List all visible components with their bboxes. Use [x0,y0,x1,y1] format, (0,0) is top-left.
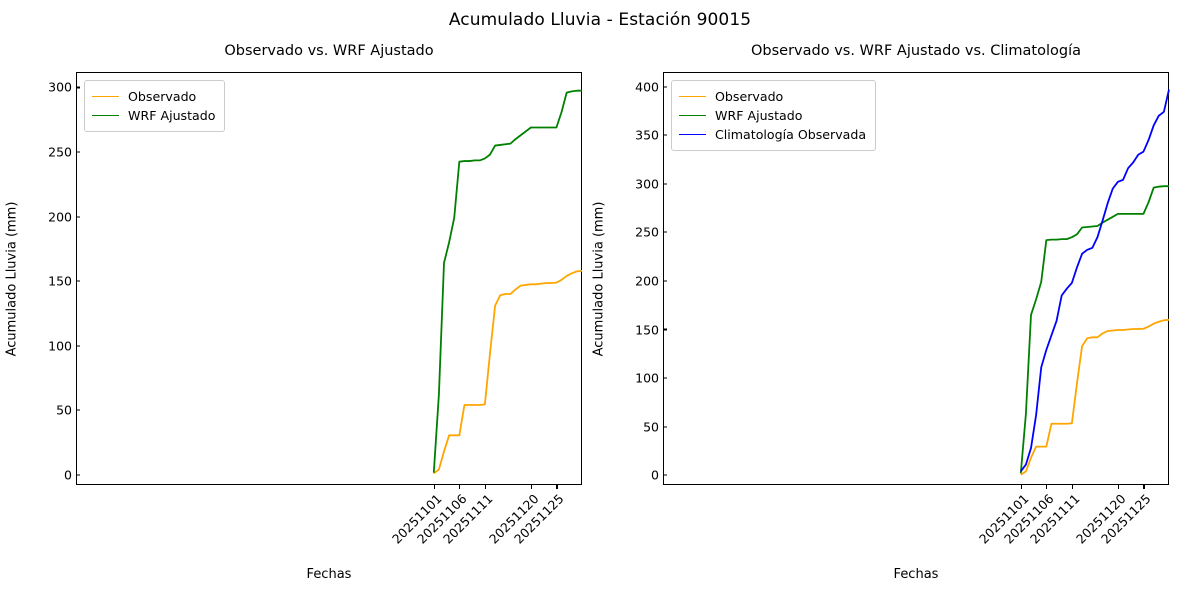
y-tick-mark [663,86,667,88]
y-tick: 50 [643,419,667,435]
y-tick: 150 [635,322,667,338]
y-tick-mark [76,345,80,347]
y-tick-mark [663,134,667,136]
series-line [432,89,582,473]
legend-swatch-icon [679,134,706,135]
series-line [1020,89,1170,472]
y-tick-mark [663,231,667,233]
series-line [433,269,583,475]
y-axis-label-left: Acumulado Lluvia (mm) [4,201,20,356]
legend-label: Climatología Observada [715,127,867,142]
x-axis-label-right: Fechas [893,567,939,582]
x-tick-mark [1071,485,1073,489]
y-tick-label: 150 [635,322,659,338]
y-tick-label: 250 [635,224,659,240]
y-tick-label: 400 [635,79,659,95]
panel-right-title: Observado vs. WRF Ajustado vs. Climatolo… [751,43,1081,59]
y-tick: 150 [48,273,80,289]
y-tick-label: 350 [635,127,659,143]
y-tick: 300 [48,79,80,95]
plot-lines-left [432,89,583,475]
legend-label: Observado [128,89,197,104]
y-tick: 100 [48,338,80,354]
y-tick: 0 [64,467,80,483]
legend-label: Observado [715,89,784,104]
y-tick-mark [663,280,667,282]
series-line [1020,318,1170,476]
y-tick-mark [663,426,667,428]
legend-item[interactable]: WRF Ajustado [679,106,866,125]
legend-swatch-icon [679,115,706,116]
x-tick-mark [1117,485,1119,489]
y-tick-mark [663,328,667,331]
y-tick: 200 [635,273,667,289]
plot-lines-right [1019,89,1170,476]
axes-frame-left [76,72,582,485]
x-tick-mark [1143,485,1145,489]
figure-title: Acumulado Lluvia - Estación 90015 [448,10,752,30]
legend-left: Observado WRF Ajustado [84,80,226,132]
x-tick-mark [530,485,532,489]
x-tick-mark [1046,485,1048,489]
y-tick-mark [76,280,80,282]
y-tick-mark [663,377,667,379]
y-tick-label: 250 [48,144,72,160]
x-tick-mark [484,485,486,489]
y-tick-label: 0 [64,467,72,483]
y-tick: 250 [635,224,667,240]
y-tick-label: 300 [48,79,72,95]
y-tick-label: 200 [48,209,72,225]
y-tick-label: 100 [48,338,72,354]
y-tick-mark [76,86,80,89]
legend-right: Observado WRF Ajustado Climatología Observ… [671,80,877,151]
y-tick-label: 150 [48,273,72,289]
y-axis-label-right: Acumulado Lluvia (mm) [591,201,607,356]
legend-label: WRF Ajustado [715,108,803,123]
y-tick-label: 50 [643,419,659,435]
y-tick-mark [76,216,80,218]
chart-panel-right: Observado vs. WRF Ajustado vs. Climatolo… [592,43,1170,582]
y-tick: 100 [635,370,667,386]
legend-swatch-icon [679,96,706,97]
legend-item[interactable]: Climatología Observada [679,125,866,144]
y-tick: 300 [635,176,667,192]
y-tick-mark [76,409,80,411]
x-tick-mark [556,485,558,489]
x-tick-mark [1020,485,1022,489]
chart-panel-left: Observado vs. WRF Ajustado Acumulado Llu… [5,43,583,582]
series-line [1019,185,1169,474]
y-tick-mark [663,474,667,476]
y-tick-label: 100 [635,370,659,386]
x-tick-mark [433,485,435,489]
panel-left-title: Observado vs. WRF Ajustado [224,43,434,59]
y-tick-label: 50 [56,402,72,418]
y-tick-mark [76,474,80,476]
y-tick: 0 [651,467,667,483]
y-tick-label: 200 [635,273,659,289]
legend-item[interactable]: WRF Ajustado [92,106,215,125]
y-tick: 350 [635,127,667,143]
x-axis-label-left: Fechas [306,567,352,582]
legend-item[interactable]: Observado [92,87,215,106]
x-tick-mark [459,485,461,489]
legend-swatch-icon [92,96,119,97]
y-tick: 250 [48,144,80,160]
legend-swatch-icon [92,115,119,116]
legend-label: WRF Ajustado [128,108,216,123]
legend-item[interactable]: Observado [679,87,866,106]
y-tick: 400 [635,79,667,95]
y-tick: 200 [48,209,80,225]
y-tick-mark [76,151,80,153]
y-tick-label: 0 [651,467,659,483]
y-tick-mark [663,183,667,185]
y-tick-label: 300 [635,176,659,192]
y-tick: 50 [56,402,80,418]
